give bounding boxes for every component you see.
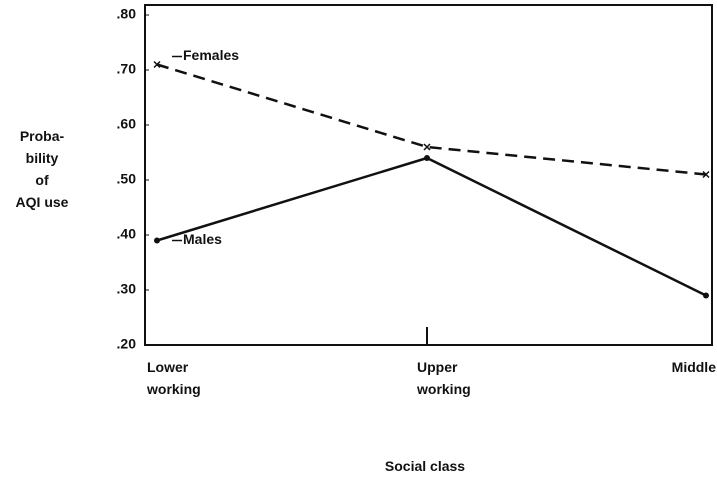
- y-tick-label: .40: [117, 226, 137, 242]
- x-tick-label: Lower working: [147, 359, 201, 397]
- y-axis-label: Proba- bility of AQI use: [15, 128, 69, 210]
- marker-x: [702, 170, 710, 179]
- series-line: [156, 63, 707, 176]
- legend-label: Females: [183, 47, 239, 63]
- y-tick-label: .70: [117, 61, 137, 77]
- marker-x: [153, 60, 161, 69]
- y-tick-label: .30: [117, 281, 137, 297]
- legend-label: Males: [183, 231, 222, 247]
- plot-frame: [144, 4, 713, 346]
- x-axis-label: Social class: [384, 458, 466, 474]
- marker-dot: [703, 292, 709, 299]
- marker-dot: [154, 237, 160, 244]
- y-tick-label: .50: [117, 171, 137, 187]
- marker-x: [423, 143, 431, 151]
- marker-dot: [424, 155, 430, 161]
- x-tick-label: Upper working: [417, 359, 471, 397]
- y-tick-label: .80: [117, 6, 137, 22]
- y-tick-label: .20: [117, 336, 137, 352]
- series-line: [156, 156, 707, 297]
- x-tick-label: Middle: [671, 359, 716, 375]
- y-tick-label: .60: [117, 116, 137, 132]
